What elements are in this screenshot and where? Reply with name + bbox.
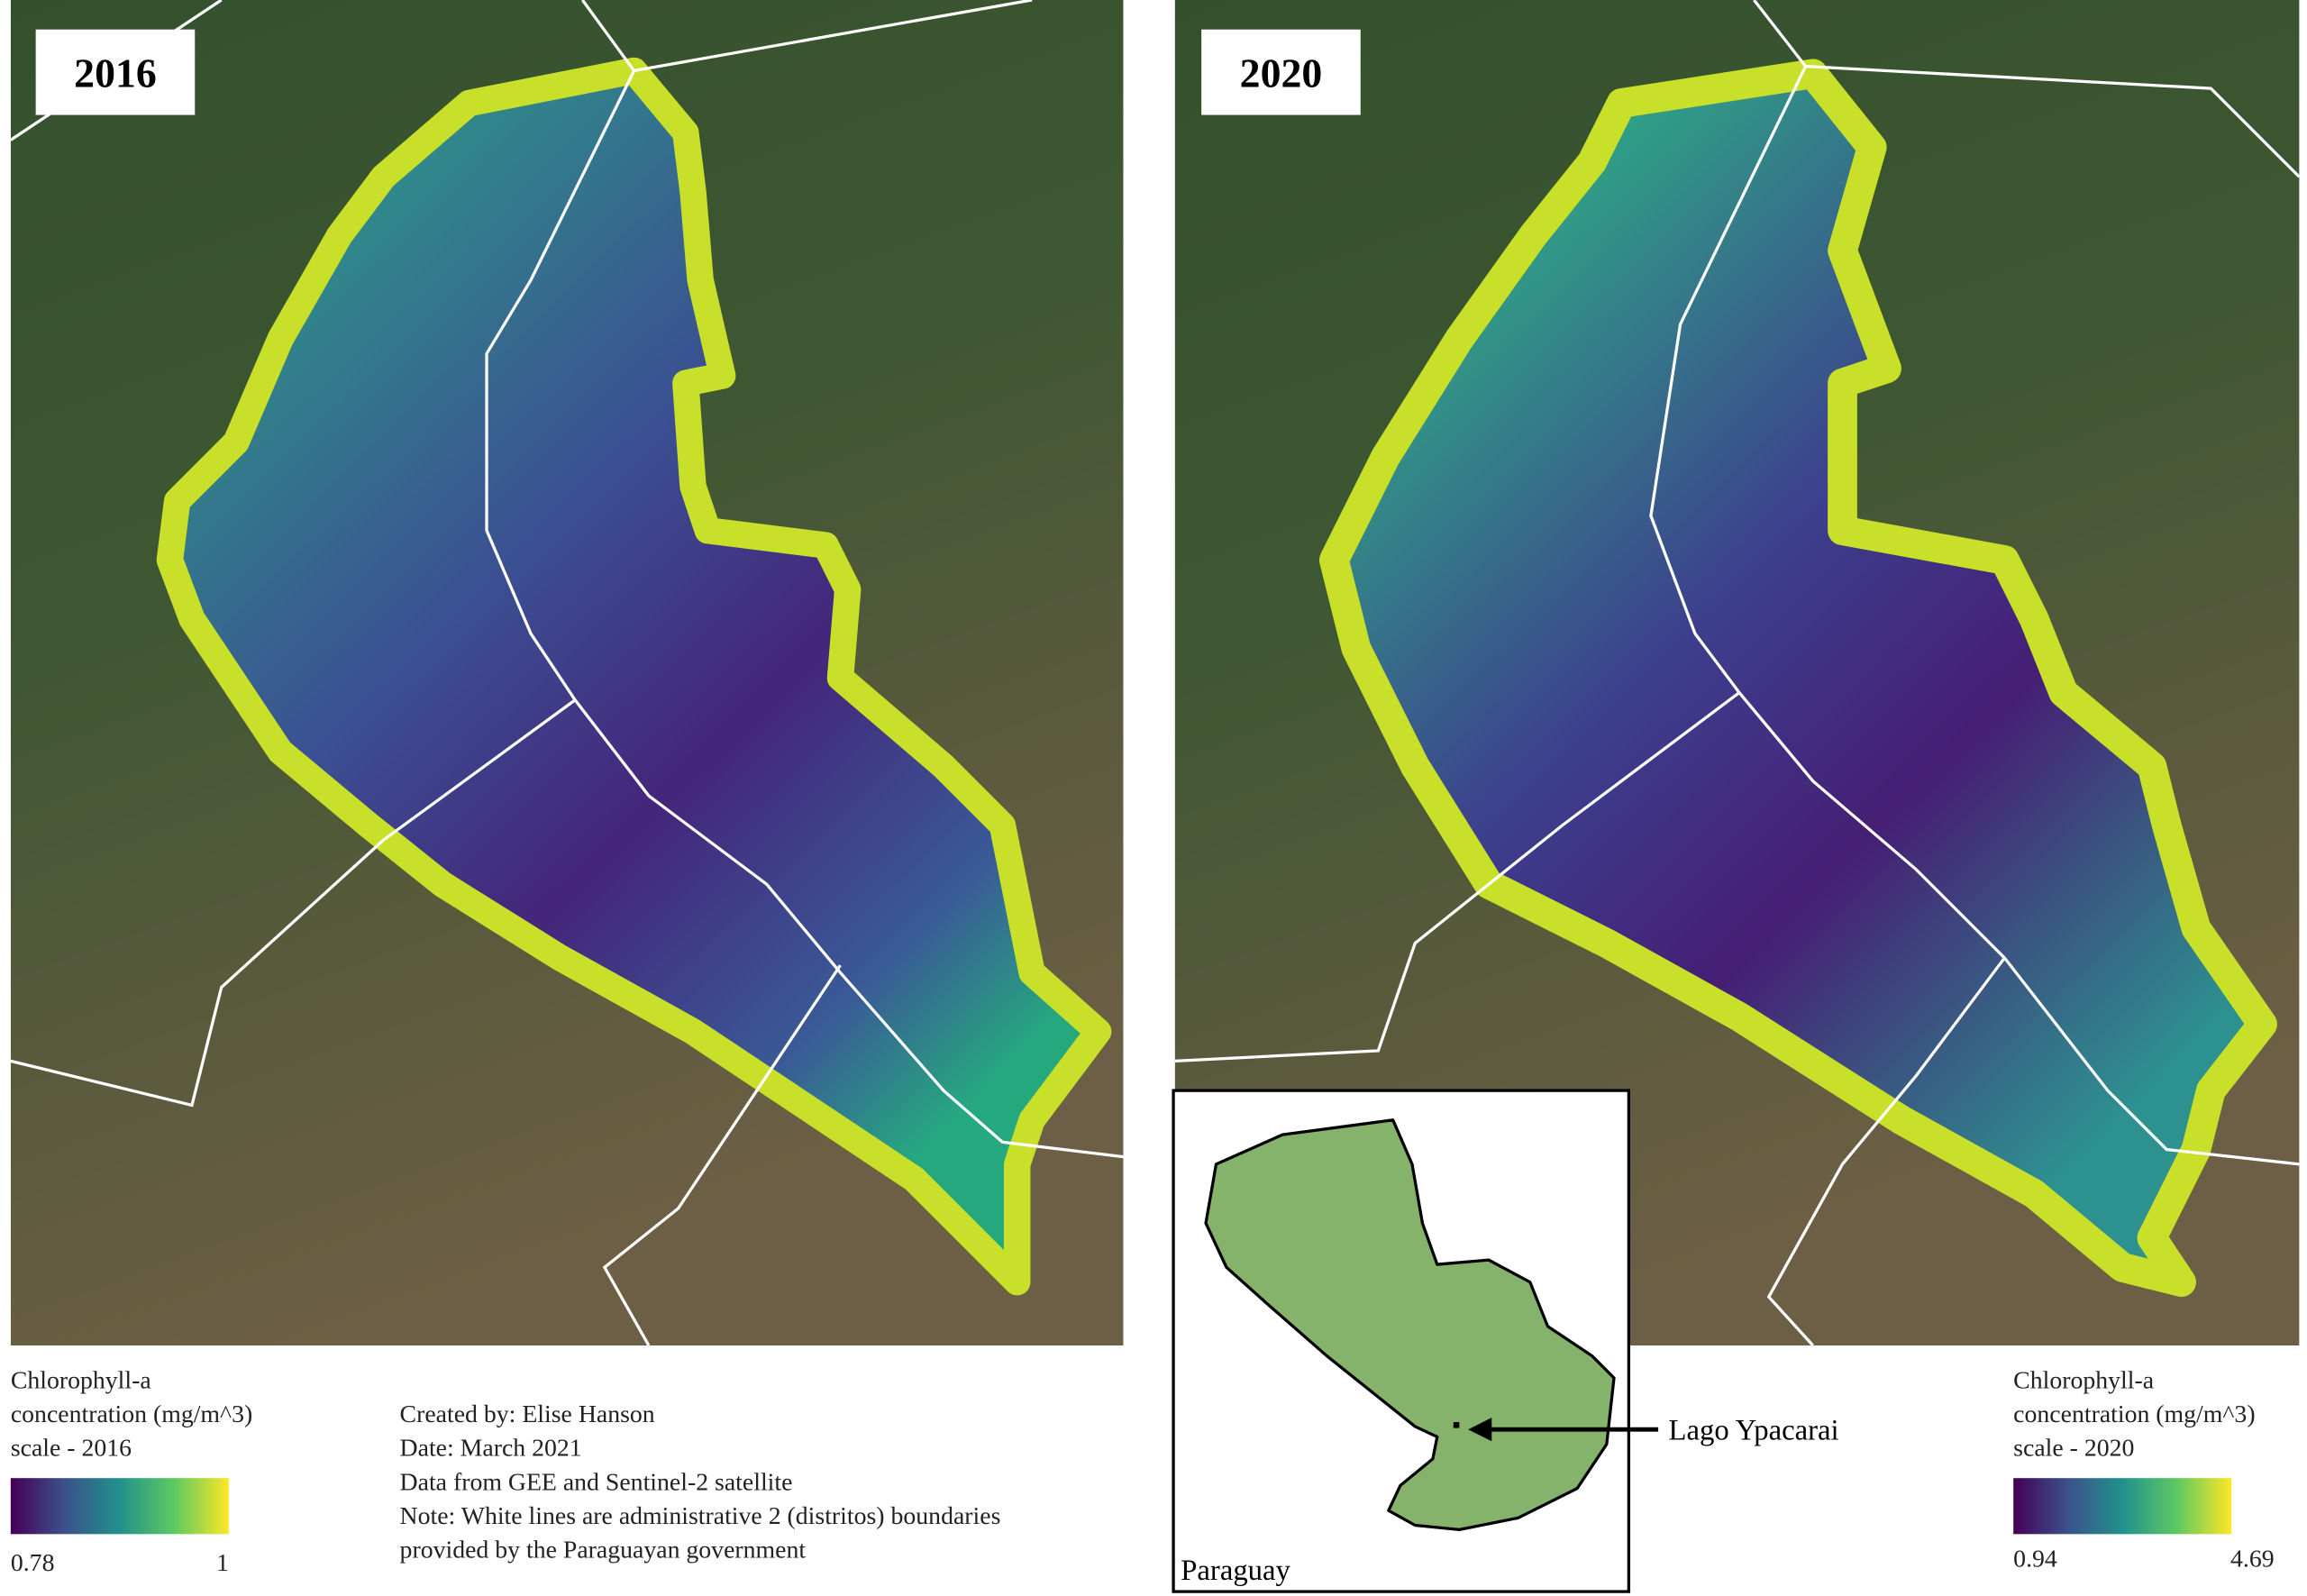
credit-line: Data from GEE and Sentinel-2 satellite [400,1468,793,1496]
boundary-line [10,698,577,1108]
legend-title: concentration (mg/m^3) [2013,1400,2255,1428]
credit-line: provided by the Paraguayan government [400,1536,807,1564]
boundary-line [581,0,1033,73]
boundary-line [1766,956,2006,1346]
color-ramp [2013,1478,2232,1535]
legend-title: scale - 2016 [11,1435,132,1463]
map-2016: 2016 [10,0,1124,1346]
year-box [1201,29,1361,115]
lake-chlorophyll [156,57,1112,1296]
credit-line: Note: White lines are administrative 2 (… [400,1502,1001,1530]
lake-label: Lago Ypacarai [1669,1415,1839,1447]
inset-map: Lago Ypacarai Paraguay [1172,1089,1839,1593]
year-title: 2016 [74,50,157,96]
boundary-line [1753,0,2300,178]
legend-min: 0.78 [11,1549,55,1577]
legend-title: scale - 2020 [2013,1435,2134,1463]
credits: Created by: Elise Hanson Date: March 202… [400,1400,1001,1564]
legend-title: Chlorophyll-a [2013,1366,2154,1394]
lake-location [1453,1422,1460,1428]
legend-2016: Chlorophyll-a concentration (mg/m^3) sca… [10,1366,252,1577]
color-ramp [10,1478,229,1535]
boundary-line [1649,65,2300,1166]
year-box [35,29,196,115]
year-title: 2020 [1240,50,1323,96]
legend-title: Chlorophyll-a [11,1366,151,1394]
country-label: Paraguay [1181,1555,1290,1587]
legend-max: 4.69 [2230,1545,2275,1573]
legend-title: concentration (mg/m^3) [11,1400,252,1428]
lake-chlorophyll [1318,59,2277,1298]
credit-line: Date: March 2021 [400,1435,582,1463]
legend-max: 1 [216,1549,229,1577]
legend-min: 0.94 [2013,1545,2057,1573]
credit-line: Created by: Elise Hanson [400,1400,655,1428]
arrow-head [1468,1418,1492,1442]
legend-2020: Chlorophyll-a concentration (mg/m^3) sca… [2013,1366,2275,1573]
boundary-line [1174,691,1741,1063]
boundary-line [485,69,1124,1159]
boundary-line [602,964,842,1346]
